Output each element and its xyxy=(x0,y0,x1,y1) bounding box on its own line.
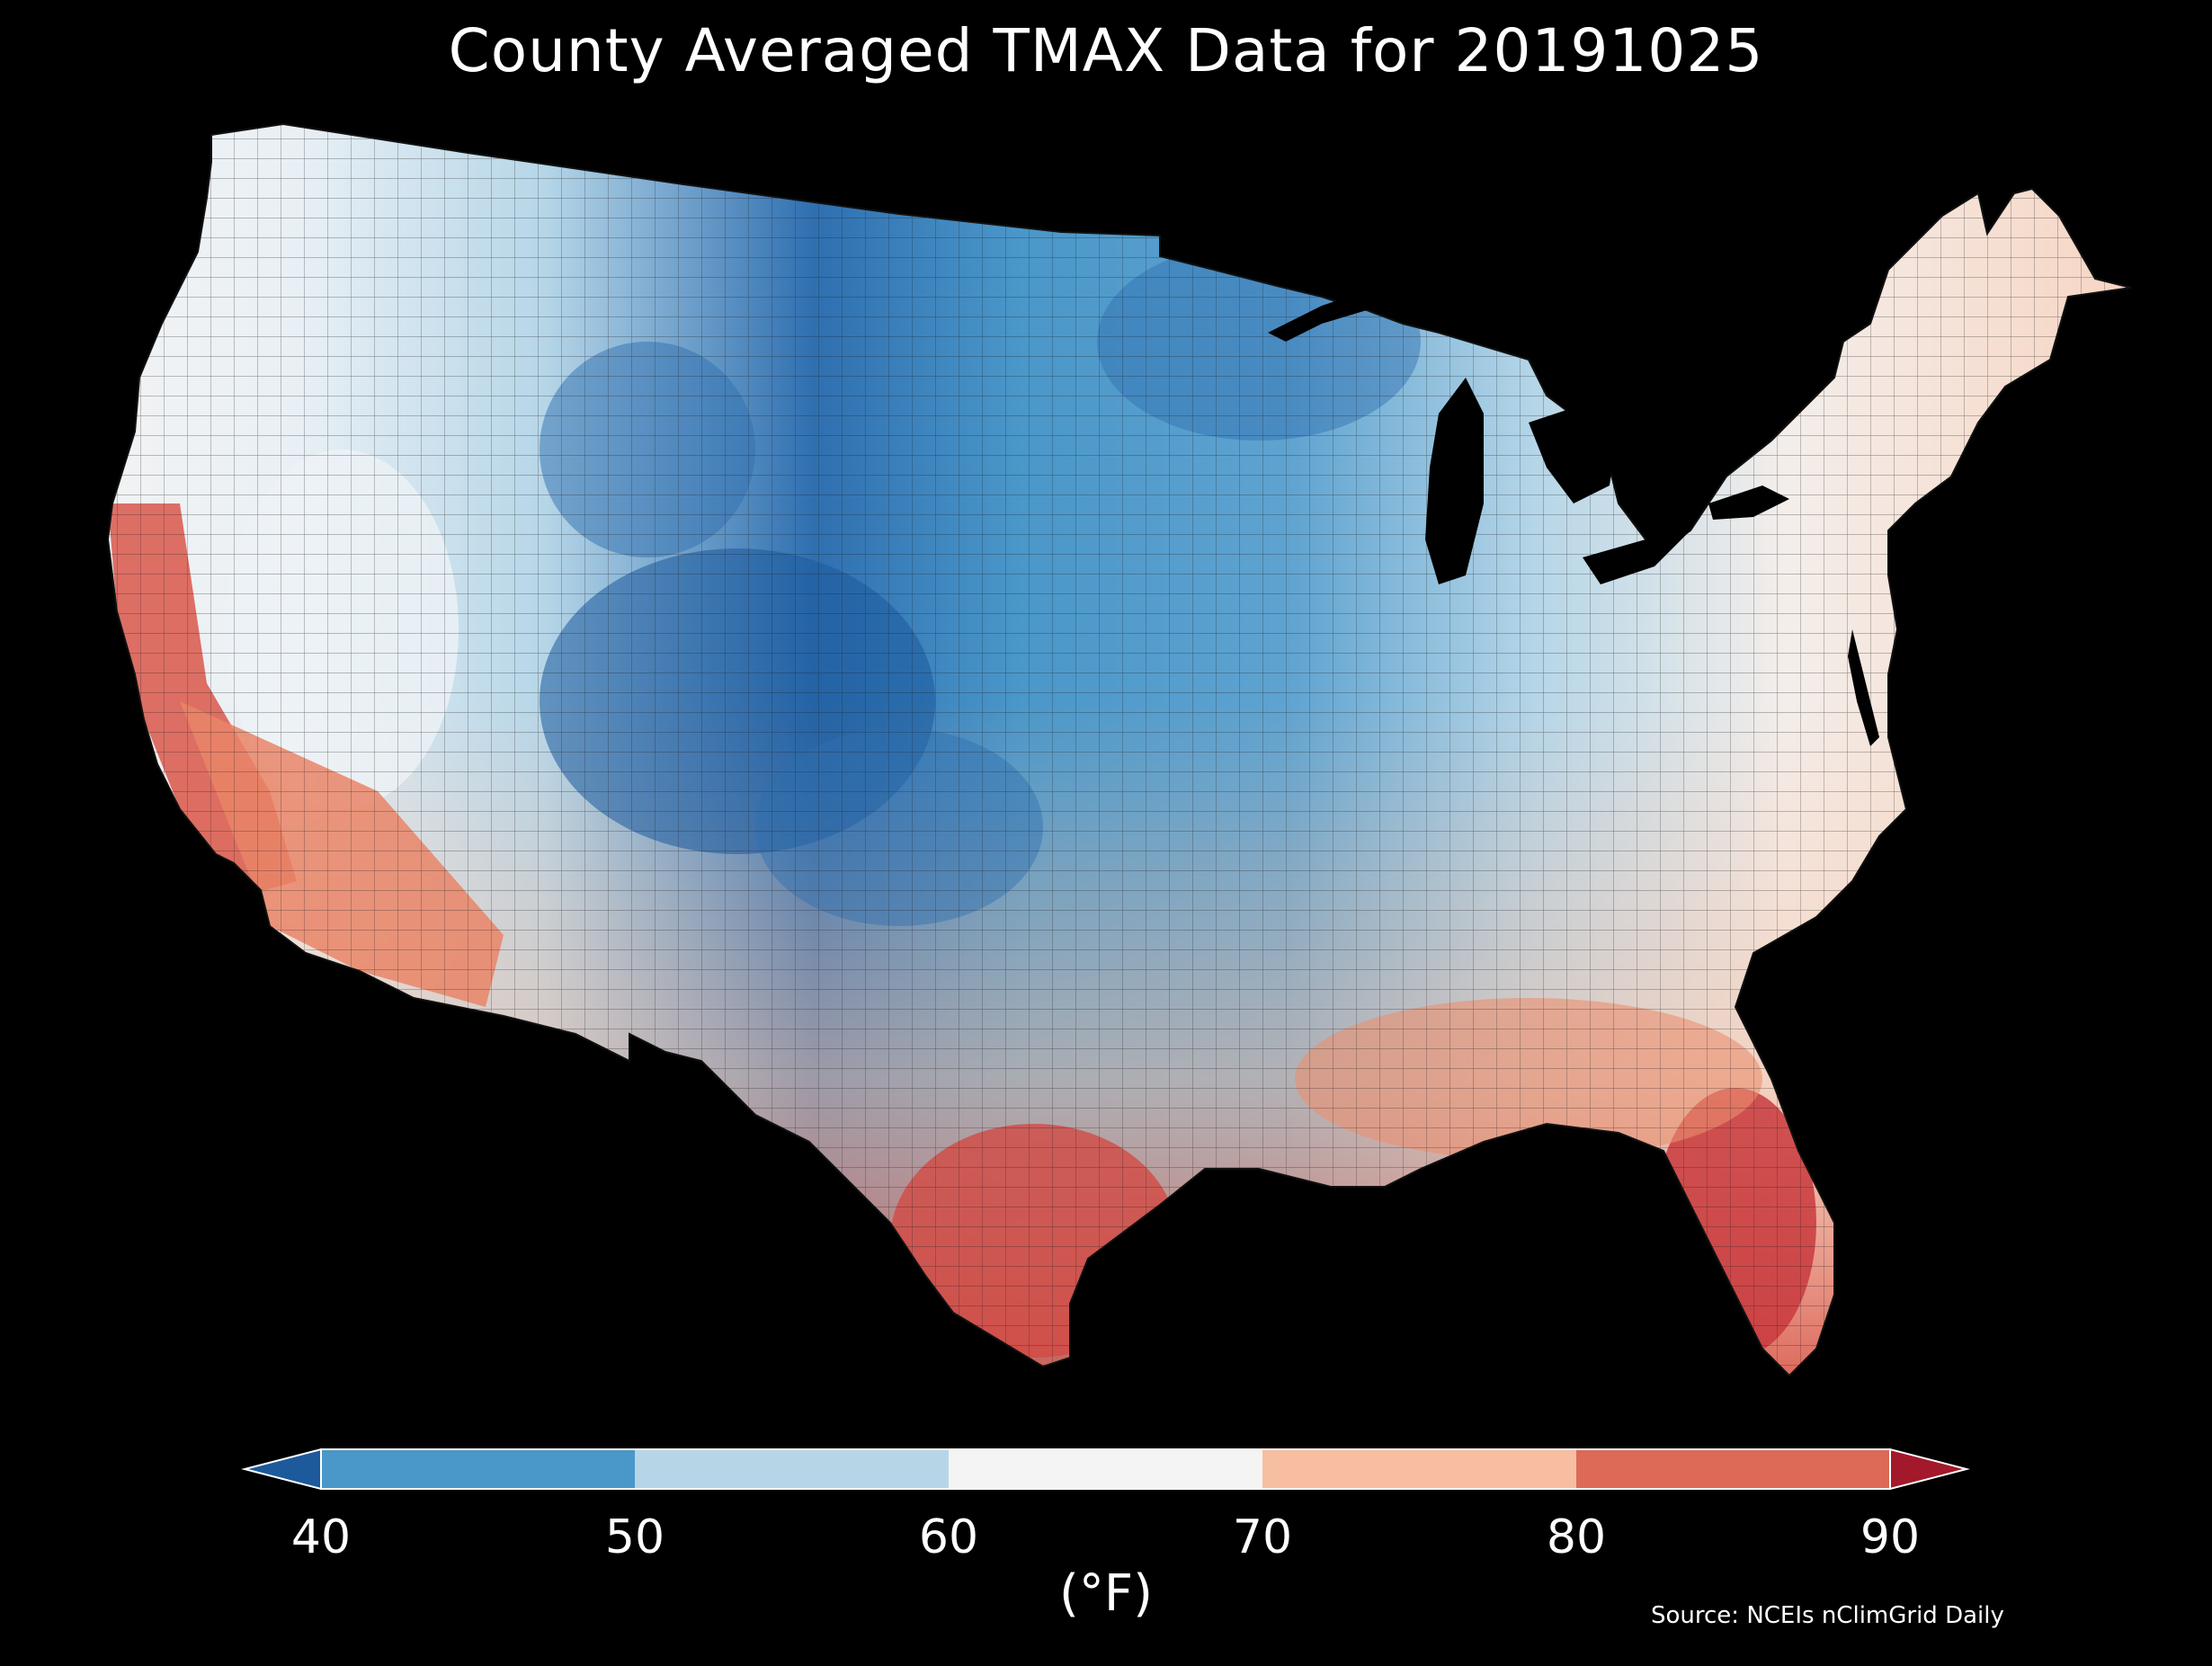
chesapeake-bay xyxy=(1848,629,1879,746)
tick-label-60: 60 xyxy=(918,1510,979,1564)
tick-label-90: 90 xyxy=(1860,1510,1921,1564)
tick-label-50: 50 xyxy=(604,1510,665,1564)
tick-label-70: 70 xyxy=(1232,1510,1293,1564)
colorbar-outline xyxy=(320,1448,1891,1490)
map-title: County Averaged TMAX Data for 20191025 xyxy=(448,16,1764,85)
colorbar-bin-40-50 xyxy=(321,1449,635,1489)
tick-label-40: 40 xyxy=(290,1510,352,1564)
colorbar-bin-80-90 xyxy=(1576,1449,1890,1489)
colorbar-bin-50-60 xyxy=(635,1449,949,1489)
colorbar-extend-low xyxy=(241,1448,322,1491)
source-credit: Source: NCEIs nClimGrid Daily xyxy=(1651,1602,2004,1629)
colorbar-bin-70-80 xyxy=(1262,1449,1576,1489)
colorbar-bin-60-70 xyxy=(949,1449,1262,1489)
colorbar-units-label: (°F) xyxy=(1059,1564,1153,1623)
great-lakes xyxy=(1268,288,1789,584)
tick-label-80: 80 xyxy=(1546,1510,1607,1564)
colorbar-extend-high xyxy=(1889,1448,1970,1491)
